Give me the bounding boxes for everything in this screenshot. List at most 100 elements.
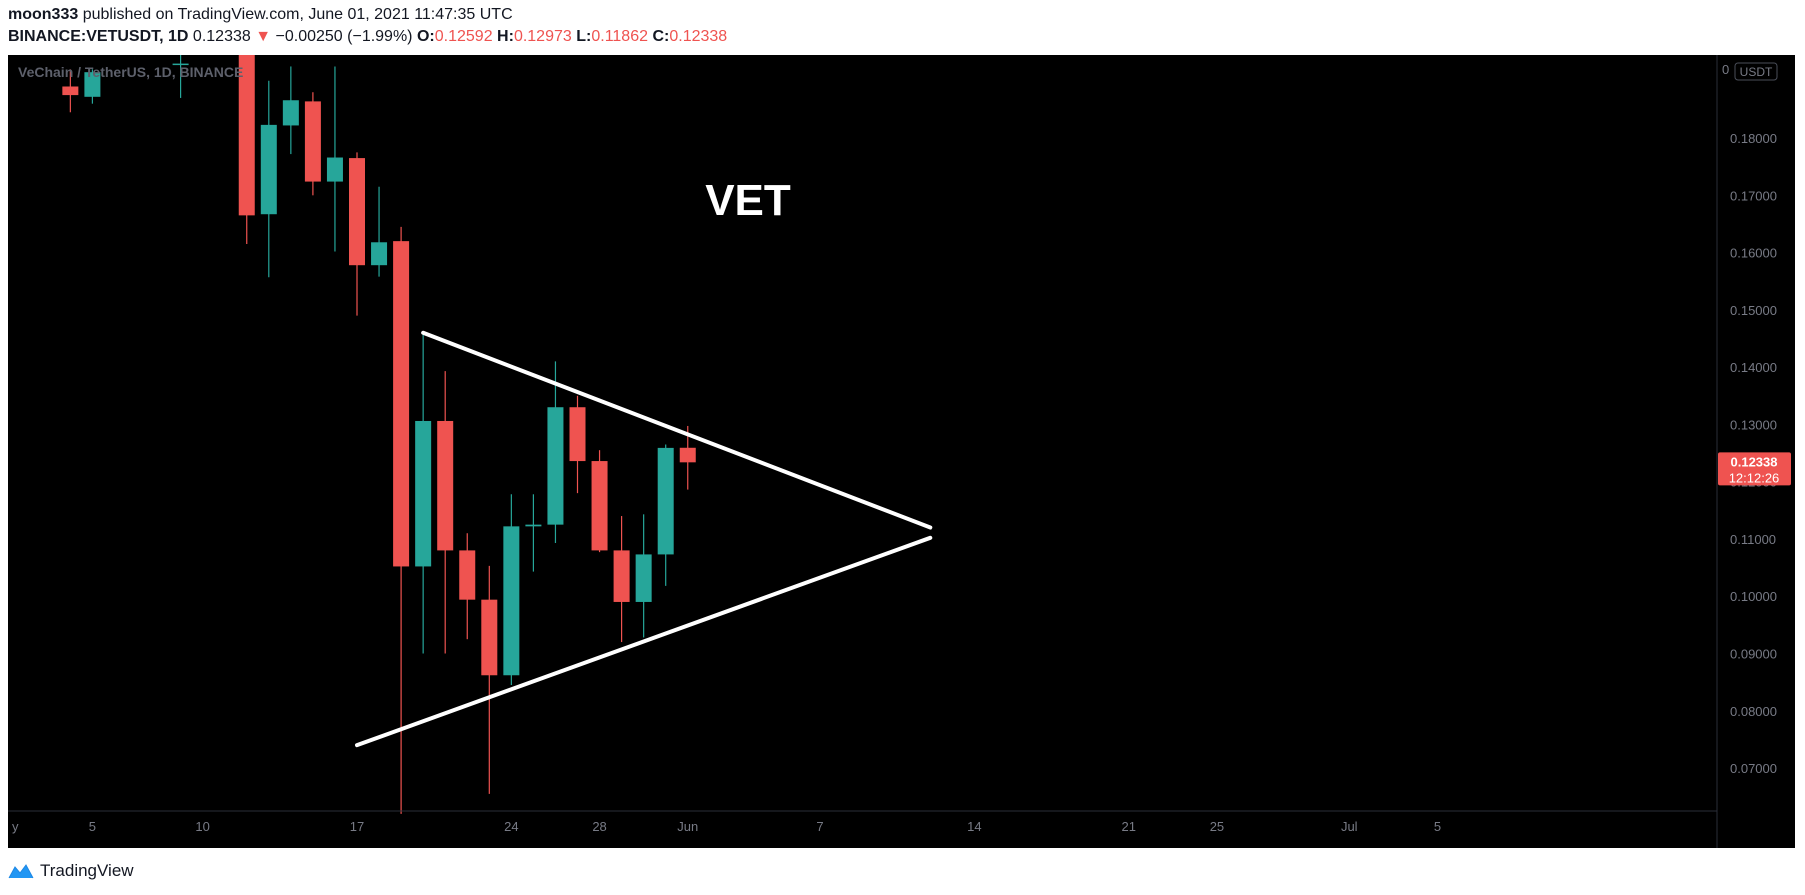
trendline-lower <box>355 535 933 748</box>
symbol-info: BINANCE:VETUSDT, 1D 0.12338 ▼ −0.00250 (… <box>8 28 727 46</box>
candle <box>172 55 189 98</box>
trendline-upper <box>421 330 933 530</box>
low-value: 0.11862 <box>591 28 648 45</box>
x-tick-label: 24 <box>504 819 518 834</box>
candle-body <box>282 100 299 126</box>
candle <box>415 332 432 654</box>
candle <box>679 425 696 490</box>
open-value: 0.12592 <box>434 28 493 45</box>
chart-title: VeChain / TetherUS, 1D, BINANCE <box>18 64 243 80</box>
last-price-label: 0.12338 <box>1731 454 1778 469</box>
y-tick-label: 0.14000 <box>1730 360 1777 375</box>
high-label: H: <box>497 28 514 45</box>
trendlines <box>355 330 933 748</box>
tradingview-footer[interactable]: TradingView <box>8 858 134 884</box>
x-tick-label: 17 <box>350 819 364 834</box>
candle <box>260 80 277 278</box>
symbol-label: BINANCE:VETUSDT, 1D <box>8 28 189 45</box>
x-tick-label: 5 <box>89 819 96 834</box>
tradingview-brand: TradingView <box>40 861 134 880</box>
candle <box>238 55 255 244</box>
y-tick-label: 0.09000 <box>1730 647 1777 662</box>
y-tick-label: 0.17000 <box>1730 188 1777 203</box>
candle <box>503 494 520 685</box>
candle-body <box>371 242 388 266</box>
candle <box>371 186 388 277</box>
candle-body <box>415 420 432 567</box>
y-tick-label: 0.07000 <box>1730 761 1777 776</box>
candle <box>525 494 542 572</box>
candle-body <box>635 554 652 602</box>
x-tick-label: y <box>12 819 19 834</box>
candle-body <box>591 461 608 551</box>
tradingview-logo-icon <box>8 862 34 880</box>
y-tick-label: 0.16000 <box>1730 246 1777 261</box>
vet-annotation: VET <box>705 176 791 225</box>
x-tick-label: 10 <box>195 819 209 834</box>
candle-body <box>238 55 255 216</box>
candle-body <box>657 447 674 555</box>
candle-body <box>326 157 343 182</box>
price-axis: 0.070000.080000.090000.100000.110000.120… <box>1730 131 1777 776</box>
x-tick-label: 28 <box>592 819 606 834</box>
x-tick-label: Jul <box>1341 819 1358 834</box>
y-tick-label: 0.08000 <box>1730 704 1777 719</box>
y-tick-label: 0.10000 <box>1730 589 1777 604</box>
x-tick-label: Jun <box>677 819 698 834</box>
y-tick-label: 0.13000 <box>1730 417 1777 432</box>
x-tick-label: 25 <box>1210 819 1224 834</box>
candle <box>437 371 454 654</box>
countdown-label: 12:12:26 <box>1729 470 1780 485</box>
candle-body <box>304 101 321 182</box>
top-tick-label: 0 <box>1722 62 1729 77</box>
candle <box>591 450 608 553</box>
published-text: published on TradingView.com, June 01, 2… <box>82 6 513 23</box>
price-change: −0.00250 (−1.99%) <box>275 28 413 45</box>
candle-body <box>569 407 586 462</box>
close-value: 0.12338 <box>669 28 728 45</box>
candle-body <box>613 550 630 602</box>
low-label: L: <box>576 28 592 45</box>
candle-body <box>84 72 101 97</box>
candle <box>349 152 365 316</box>
author-name[interactable]: moon333 <box>8 6 79 23</box>
candle-body <box>437 420 454 551</box>
x-tick-label: 14 <box>967 819 981 834</box>
candle <box>569 395 586 494</box>
currency-label: USDT <box>1740 65 1773 79</box>
candle <box>481 565 498 794</box>
candle <box>613 516 630 643</box>
candle-body <box>679 447 696 463</box>
candle <box>547 361 564 543</box>
close-label: C: <box>652 28 670 45</box>
candle-body <box>547 407 564 525</box>
candle-body <box>172 63 189 66</box>
x-tick-label: 7 <box>816 819 823 834</box>
candle <box>282 66 299 155</box>
y-tick-label: 0.15000 <box>1730 303 1777 318</box>
candle-body <box>525 524 542 527</box>
candle-body <box>349 158 365 266</box>
candlestick-chart[interactable]: VeChain / TetherUS, 1D, BINANCE VET 0.07… <box>8 55 1795 848</box>
publish-info: moon333 published on TradingView.com, Ju… <box>8 6 513 24</box>
last-price-tag: 0.12338 12:12:26 <box>1718 452 1791 486</box>
candle-body <box>62 86 79 96</box>
candle <box>304 92 321 196</box>
candles <box>62 55 696 814</box>
currency-button[interactable]: USDT <box>1734 62 1778 81</box>
candle <box>326 66 343 252</box>
candle <box>635 514 652 638</box>
candle <box>84 69 101 104</box>
open-label: O: <box>416 28 435 45</box>
candle <box>393 226 410 814</box>
candle-body <box>503 526 520 676</box>
y-tick-label: 0.18000 <box>1730 131 1777 146</box>
candle <box>62 69 79 113</box>
y-tick-label: 0.11000 <box>1730 532 1776 547</box>
last-price: 0.12338 <box>192 28 251 45</box>
high-value: 0.12973 <box>513 28 572 45</box>
candle <box>657 444 674 586</box>
candle-body <box>393 241 410 567</box>
x-tick-label: 21 <box>1122 819 1136 834</box>
chart-area[interactable]: VeChain / TetherUS, 1D, BINANCE VET 0.07… <box>8 55 1795 848</box>
